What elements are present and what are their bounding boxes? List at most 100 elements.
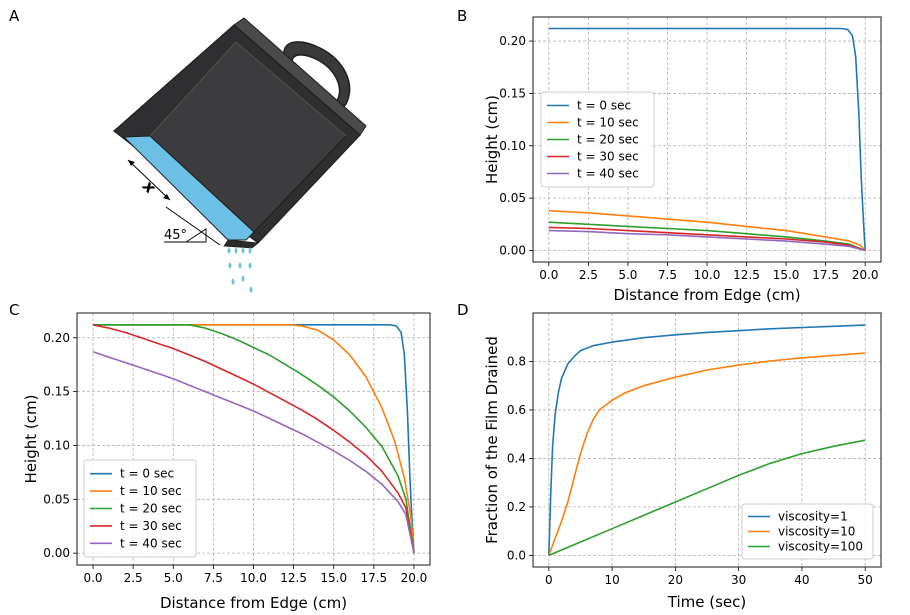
x-tick-label: 5.0 [164, 571, 183, 585]
x-tick-label: 17.5 [360, 571, 387, 585]
plot-frame [76, 312, 431, 566]
panel-letter-c: C [9, 301, 19, 319]
plot-frame [532, 16, 882, 263]
y-tick-label: 0.4 [507, 451, 526, 465]
legend-label: t = 40 sec [577, 167, 639, 181]
y-axis-label: Height (cm) [22, 395, 40, 484]
drop [248, 262, 252, 269]
x-axis-label: Distance from Edge (cm) [613, 286, 800, 304]
x-tick-label: 17.5 [812, 268, 839, 282]
arrow-head [163, 194, 170, 200]
drop [231, 278, 235, 285]
pan-inner-edge [149, 41, 237, 137]
y-axis-label: Height (cm) [483, 95, 501, 184]
x-tick-label: 5.0 [618, 268, 637, 282]
pan-floor [149, 41, 347, 233]
drops [227, 247, 253, 293]
series-line-3 [548, 439, 866, 557]
panel-letter-a: A [9, 7, 20, 25]
drop [234, 247, 238, 254]
x-tick-label: 20 [668, 573, 683, 587]
series-line-2 [93, 323, 415, 554]
x-tick-label: 2.5 [579, 268, 598, 282]
legend-label: viscosity=100 [778, 540, 863, 554]
series-line-1 [548, 27, 866, 251]
plot-frame [532, 312, 882, 568]
y-tick-label: 0.00 [499, 243, 526, 257]
y-tick-label: 0.15 [43, 385, 70, 399]
y-tick-label: 0.00 [43, 546, 70, 560]
y-tick-label: 0.10 [499, 139, 526, 153]
y-axis-label: Fraction of the Film Drained [483, 336, 501, 544]
series-line-4 [548, 226, 866, 252]
panel-letter-d: D [457, 301, 469, 319]
y-tick-label: 0.20 [43, 331, 70, 345]
drop [249, 286, 253, 293]
x-tick-label: 0.0 [539, 268, 558, 282]
slope-line [165, 206, 221, 246]
drop [228, 262, 232, 269]
drop [227, 247, 231, 254]
drop [241, 275, 245, 282]
y-tick-label: 0.05 [499, 191, 526, 205]
x-tick-label: 10.0 [694, 268, 721, 282]
series-line-1 [548, 324, 866, 556]
drop [241, 247, 245, 254]
legend-label: t = 0 sec [120, 467, 174, 481]
x-axis-label: Distance from Edge (cm) [160, 594, 347, 612]
x-tick-label: 20.0 [852, 268, 879, 282]
x-tick-label: 20.0 [401, 571, 428, 585]
series-line-3 [548, 221, 866, 252]
y-tick-label: 0.0 [507, 548, 526, 562]
series-line-5 [92, 351, 415, 554]
legend-box [540, 91, 655, 188]
legend: t = 0 sec t = 10 sec t = 20 sec t = 30 sec t… [540, 91, 655, 188]
x-axis-label: Time (sec) [667, 593, 746, 611]
x-tick-label: 50 [858, 573, 873, 587]
y-tick-label: 0.05 [43, 492, 70, 506]
panel-c-chart: 0.0 2.5 5.0 7.5 10.0 12.5 15.0 17.5 20.0 0.00 0.05… [22, 312, 431, 612]
series-line-4 [92, 324, 415, 554]
x-tick-label: 12.5 [733, 268, 760, 282]
legend-label: t = 0 sec [577, 99, 631, 113]
y-tick-label: 0.2 [507, 500, 526, 514]
legend-label: t = 10 sec [120, 484, 182, 498]
legend: t = 0 sec t = 10 sec t = 20 sec t = 30 sec t… [83, 459, 197, 558]
legend-label: viscosity=1 [778, 510, 848, 524]
drop [238, 262, 242, 269]
y-tick-label: 0.20 [499, 34, 526, 48]
legend-label: t = 20 sec [577, 133, 639, 147]
x-tick-label: 0.0 [83, 571, 102, 585]
x-tick-label: 10 [604, 573, 619, 587]
x-tick-label: 0 [545, 573, 553, 587]
pan-inner-edge [235, 41, 347, 137]
y-tick-label: 0.10 [43, 438, 70, 452]
legend-label: t = 30 sec [577, 150, 639, 164]
series-line-2 [548, 352, 866, 556]
pan-lip [223, 239, 259, 249]
x-tick-label: 15.0 [773, 268, 800, 282]
x-tick-label: 7.5 [658, 268, 677, 282]
x-tick-label: 12.5 [280, 571, 307, 585]
legend-box [741, 503, 874, 560]
y-tick-label: 0.15 [499, 86, 526, 100]
tilted-pan-illustration: x 45° [113, 17, 367, 293]
x-tick-label: 30 [731, 573, 746, 587]
series-line-2 [548, 209, 866, 252]
panel-d-chart: 0 10 20 30 40 50 0.0 0.2 0.4 0.6 0.8 Time (sec) Frac… [483, 312, 882, 611]
x-tick-label: 7.5 [204, 571, 223, 585]
liquid-film [122, 135, 255, 241]
y-tick-label: 0.8 [507, 354, 526, 368]
x-tick-label: 15.0 [320, 571, 347, 585]
x-tick-label: 10.0 [240, 571, 267, 585]
panel-letter-b: B [457, 7, 467, 25]
legend-label: t = 40 sec [120, 536, 182, 550]
legend-label: viscosity=10 [778, 525, 855, 539]
legend-label: t = 20 sec [120, 502, 182, 516]
series-line-5 [548, 229, 866, 252]
legend-label: t = 10 sec [577, 116, 639, 130]
angle-triangle [184, 228, 207, 243]
arrow-head [128, 160, 135, 166]
